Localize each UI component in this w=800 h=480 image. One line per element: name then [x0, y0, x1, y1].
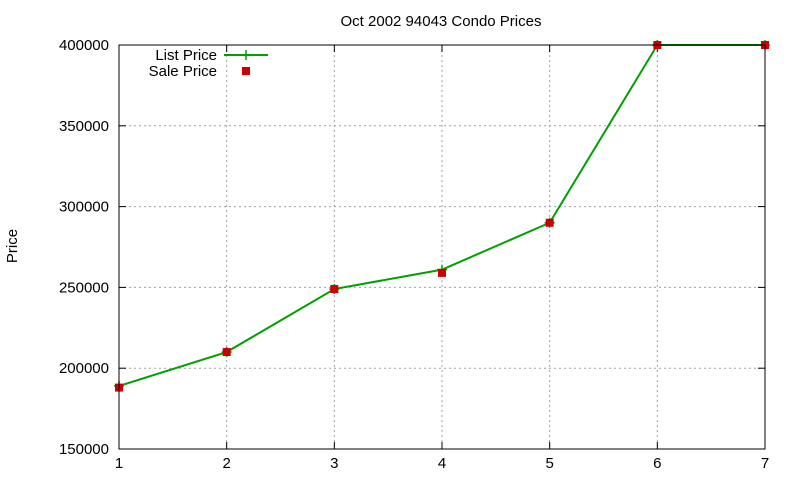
- legend-swatch-square: [242, 67, 250, 75]
- x-tick-label: 4: [438, 455, 446, 472]
- plot-frame: [118, 44, 766, 450]
- sale-price-point: [222, 348, 231, 357]
- legend-label: Sale Price: [149, 63, 217, 80]
- y-tick-label: 250000: [59, 279, 109, 296]
- sale-price-point: [545, 218, 554, 227]
- x-tick-label: 3: [330, 455, 338, 472]
- y-axis-title: Price: [4, 229, 21, 263]
- chart-title: Oct 2002 94043 Condo Prices: [341, 13, 542, 30]
- y-tick-label: 350000: [59, 118, 109, 135]
- y-tick-label: 300000: [59, 199, 109, 216]
- sale-price-point: [330, 285, 339, 294]
- x-tick-label: 7: [761, 455, 769, 472]
- y-tick-label: 400000: [59, 37, 109, 54]
- grid: [118, 44, 766, 450]
- y-tick-label: 200000: [59, 360, 109, 377]
- x-tick-label: 1: [115, 455, 123, 472]
- x-tick-label: 2: [222, 455, 230, 472]
- sale-price-point: [438, 268, 446, 277]
- y-tick-label: 150000: [59, 441, 109, 458]
- x-tick-label: 6: [653, 455, 661, 472]
- legend-label: List Price: [155, 47, 217, 64]
- tick-labels: 150000 200000 250000 300000 350000 400000 1 2 3 4…: [59, 37, 769, 472]
- x-tick-label: 5: [545, 455, 553, 472]
